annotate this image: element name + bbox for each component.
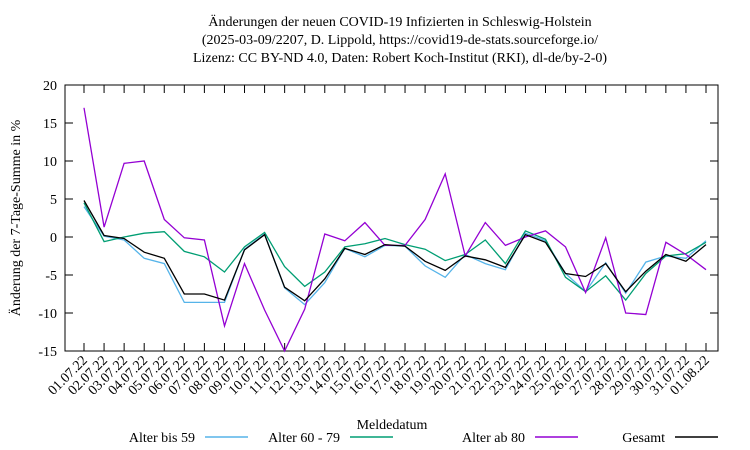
y-tick-label: 5 [50, 193, 57, 208]
y-tick-label: 20 [43, 79, 57, 94]
plot-frame [64, 84, 719, 352]
legend-label: Alter bis 59 [129, 431, 195, 446]
series-line [83, 202, 707, 302]
x-axis-label: Meldedatum [357, 418, 428, 433]
y-tick-label: -10 [38, 307, 57, 322]
legend-label: Alter 60 - 79 [268, 431, 340, 446]
legend-label: Alter ab 80 [462, 431, 525, 446]
y-tick-label: -15 [38, 345, 57, 360]
legend-label: Gesamt [622, 431, 665, 446]
series-line [83, 200, 707, 302]
y-tick-label: -5 [45, 269, 57, 284]
chart-title: Änderungen der neuen COVID-19 Infizierte… [208, 13, 591, 30]
chart-subtitle: (2025-03-09/2207, D. Lippold, https://co… [202, 33, 598, 48]
y-tick-label: 15 [43, 117, 57, 132]
series-line [83, 107, 707, 353]
y-axis-label: Änderung der 7-Tage-Summe in % [7, 119, 24, 316]
series-line [83, 206, 707, 306]
y-tick-label: 10 [43, 155, 57, 170]
chart-subtitle: Lizenz: CC BY-ND 4.0, Daten: Robert Koch… [193, 51, 607, 66]
y-tick-label: 0 [50, 231, 57, 246]
